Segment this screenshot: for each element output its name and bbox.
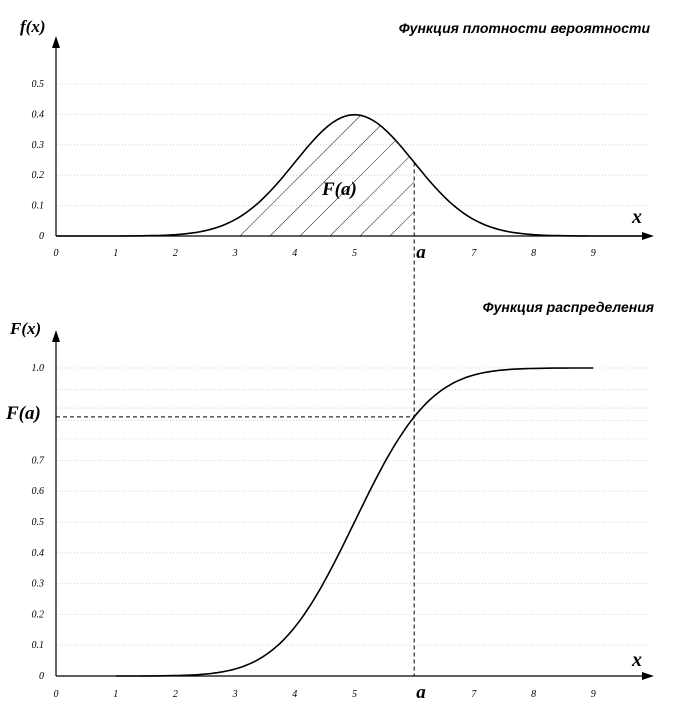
pdf-hatch-line xyxy=(239,114,401,236)
pdf-y-tick-label: 0.4 xyxy=(32,109,45,120)
cdf-x-tick-label: 0 xyxy=(54,689,59,700)
pdf-hatch-line xyxy=(510,76,670,236)
pdf-x-tick-label: 0 xyxy=(54,248,59,259)
pdf-shaded-label: F(a) xyxy=(321,179,357,200)
pdf-x-tick-label: 5 xyxy=(352,248,357,259)
cdf-y-tick-label: 0.1 xyxy=(32,640,45,651)
cdf-y-axis-arrow xyxy=(52,330,60,342)
pdf-hatch-line xyxy=(30,76,190,236)
pdf-y-tick-labels: 0 0.1 0.2 0.3 0.4 0.5 xyxy=(32,79,45,242)
cdf-x-tick-label: 8 xyxy=(531,689,536,700)
cdf-y-tick-label: 0 xyxy=(39,671,44,682)
pdf-chart: 0 1 2 3 4 5 7 8 9 0 0.1 0.2 0.3 0.4 0.5 Функция плотн… xyxy=(0,17,694,263)
cdf-y-tick-label: 0.6 xyxy=(32,486,45,497)
pdf-x-tick-label: 7 xyxy=(471,248,477,259)
pdf-hatch-line xyxy=(299,114,415,236)
pdf-x-tick-label: 3 xyxy=(232,248,238,259)
pdf-hatch-line xyxy=(269,114,415,236)
cdf-x-tick-label: 5 xyxy=(352,689,357,700)
pdf-hatch-line xyxy=(235,114,371,236)
pdf-x-tick-label: 9 xyxy=(591,248,596,259)
cdf-series-line xyxy=(115,367,594,677)
pdf-x-tick-label: 8 xyxy=(531,248,536,259)
pdf-hatch-line xyxy=(235,114,251,236)
cdf-x-tick-label: 2 xyxy=(173,689,178,700)
pdf-a-label: a xyxy=(416,242,426,263)
cdf-x-axis-arrow xyxy=(642,672,654,680)
pdf-hatch-line xyxy=(0,76,160,236)
pdf-hatch-line xyxy=(540,76,694,236)
cdf-x-tick-label: 9 xyxy=(591,689,596,700)
cdf-gridlines xyxy=(56,367,650,646)
cdf-y-tick-label: 0.5 xyxy=(32,517,45,528)
pdf-hatch-line xyxy=(600,76,694,236)
pdf-hatch-line xyxy=(235,114,311,236)
pdf-title: Функция плотности вероятности xyxy=(399,20,651,36)
pdf-hatch-line xyxy=(690,76,694,236)
pdf-hatch-line xyxy=(660,76,694,236)
pdf-y-tick-label: 0.5 xyxy=(32,79,45,90)
pdf-shaded-area xyxy=(0,76,694,236)
cdf-fa-label: F(a) xyxy=(5,403,41,424)
pdf-hatch-line xyxy=(60,76,220,236)
pdf-series-line xyxy=(56,113,646,237)
cdf-x-tick-labels: 0 1 2 3 4 5 7 8 9 xyxy=(54,689,596,700)
pdf-y-axis-arrow xyxy=(52,36,60,48)
pdf-hatch-line xyxy=(235,114,281,236)
cdf-x-tick-label: 4 xyxy=(292,689,297,700)
pdf-hatch-line xyxy=(329,114,415,236)
cdf-x-tick-label: 7 xyxy=(471,689,477,700)
pdf-y-tick-label: 0.2 xyxy=(32,170,45,181)
pdf-x-tick-labels: 0 1 2 3 4 5 7 8 9 xyxy=(54,248,596,259)
pdf-hatch-line xyxy=(480,76,640,236)
pdf-x-tick-label: 2 xyxy=(173,248,178,259)
cdf-y-tick-label: 0.4 xyxy=(32,548,45,559)
pdf-hatch-line xyxy=(420,76,580,236)
cdf-chart: 0 1 2 3 4 5 7 8 9 0 0.1 0.2 0.3 0.4 0.5 0.6 0.7 1.0 Функ… xyxy=(5,299,654,703)
cdf-a-label: a xyxy=(416,682,426,703)
cdf-x-axis-label: x xyxy=(631,649,642,671)
pdf-x-axis-label: x xyxy=(631,206,642,228)
pdf-x-tick-label: 4 xyxy=(292,248,297,259)
cdf-y-tick-label: 0.2 xyxy=(32,609,45,620)
pdf-hatch-line xyxy=(235,114,341,236)
pdf-hatch-line xyxy=(450,76,610,236)
pdf-x-tick-label: 1 xyxy=(113,248,118,259)
cdf-y-tick-label: 0.3 xyxy=(32,579,45,590)
pdf-hatch-line xyxy=(359,114,415,236)
cdf-x-tick-label: 3 xyxy=(232,689,238,700)
cdf-y-tick-label: 0.7 xyxy=(32,455,46,466)
cdf-y-axis-label: F(x) xyxy=(9,319,41,338)
pdf-x-axis-arrow xyxy=(642,232,654,240)
cdf-title: Функция распределения xyxy=(483,299,654,315)
cdf-x-tick-label: 1 xyxy=(113,689,118,700)
pdf-y-axis-label: f(x) xyxy=(20,17,45,36)
pdf-gridlines xyxy=(56,83,650,207)
cdf-y-tick-labels: 0 0.1 0.2 0.3 0.4 0.5 0.6 0.7 1.0 xyxy=(32,363,46,682)
pdf-y-tick-label: 0 xyxy=(39,231,44,242)
pdf-y-tick-label: 0.1 xyxy=(32,201,45,212)
cdf-y-tick-label: 1.0 xyxy=(32,363,45,374)
pdf-y-tick-label: 0.3 xyxy=(32,140,45,151)
